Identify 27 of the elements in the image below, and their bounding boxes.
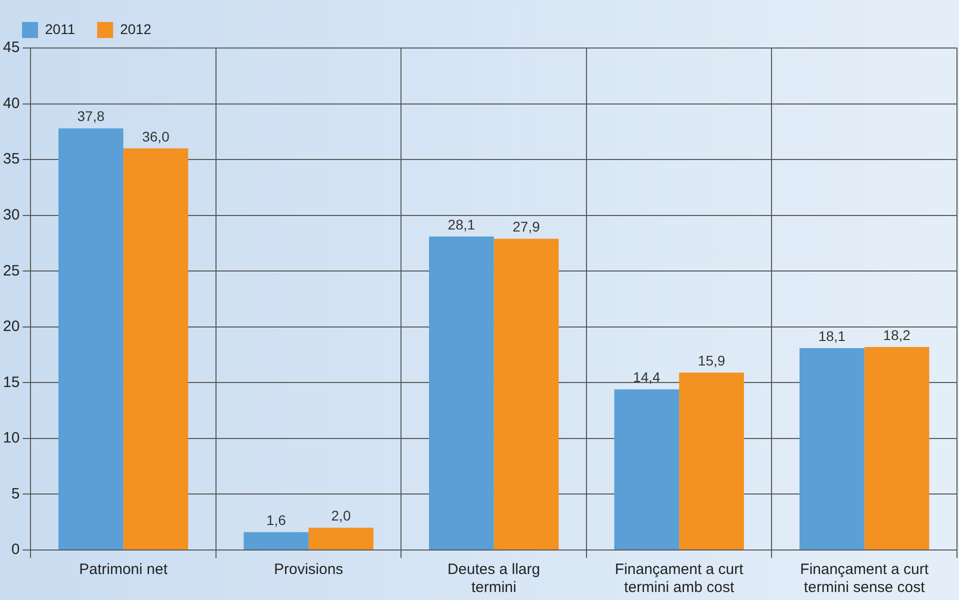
x-tick-label: Finançament a curt termini amb cost <box>614 561 744 596</box>
data-label: 1,6 <box>266 512 286 528</box>
y-tick-label: 35 <box>2 150 20 168</box>
data-label: 18,1 <box>818 328 846 344</box>
data-label: 28,1 <box>448 216 476 232</box>
legend-label: 2011 <box>45 20 76 37</box>
y-tick-label: 45 <box>2 39 20 56</box>
y-tick-label: 25 <box>2 262 20 280</box>
x-tick-label: Finançament a curt termini sense cost <box>800 561 930 596</box>
y-tick-label: 10 <box>2 430 20 447</box>
x-tick-label: Provisions <box>274 561 344 578</box>
x-tick-label: Patrimoni net <box>79 561 168 578</box>
data-label: 37,8 <box>77 108 105 124</box>
data-label: 36,0 <box>142 128 170 144</box>
x-tick-label: Deutes a llarg termini <box>448 561 540 596</box>
legend-label: 2012 <box>120 20 152 37</box>
y-tick-label: 20 <box>2 318 20 336</box>
data-label: 2,0 <box>331 508 351 524</box>
y-tick-label: 15 <box>2 374 20 391</box>
y-tick-label: 0 <box>11 541 20 558</box>
y-tick-label: 30 <box>2 206 20 224</box>
y-tick-label: 40 <box>2 94 20 112</box>
data-label: 15,9 <box>698 352 726 368</box>
data-label: 27,9 <box>512 218 540 235</box>
data-label: 14,4 <box>633 369 661 386</box>
data-label: 18,2 <box>883 326 911 343</box>
y-tick-label: 5 <box>11 485 20 502</box>
